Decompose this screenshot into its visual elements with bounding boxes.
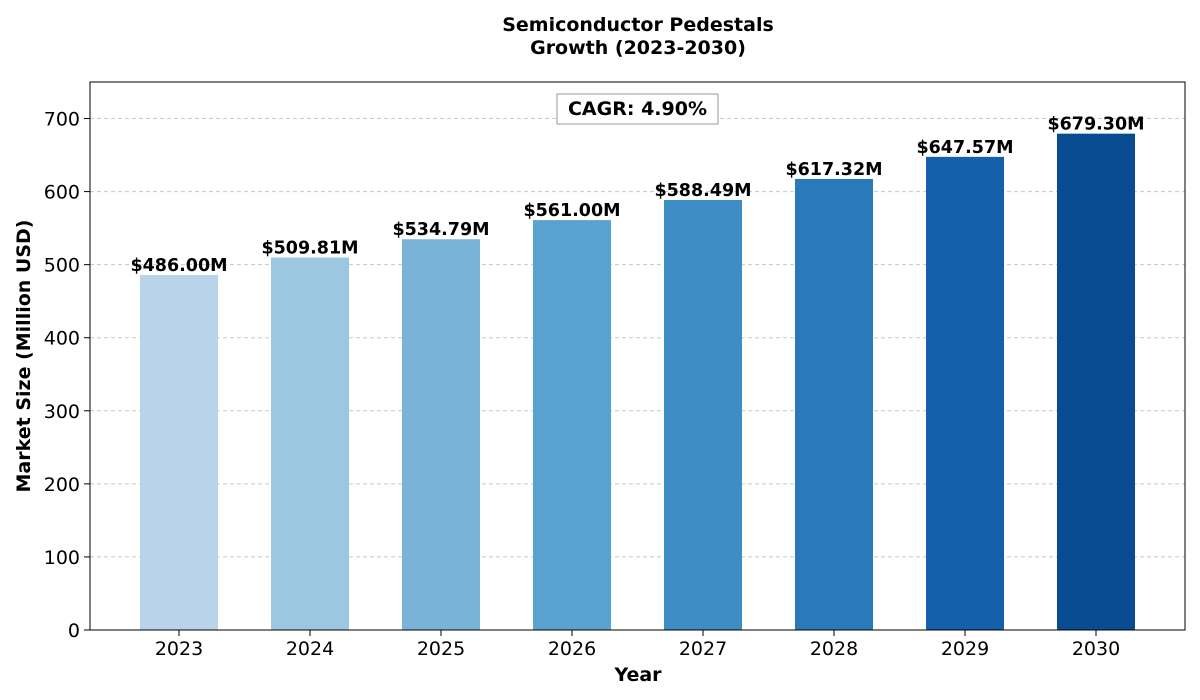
chart-title-line-2: Growth (2023-2030) bbox=[530, 37, 746, 59]
cagr-box bbox=[556, 93, 719, 125]
gridlines bbox=[90, 118, 1185, 558]
bar-2030 bbox=[1057, 133, 1135, 630]
x-axis-label: Year bbox=[613, 664, 662, 686]
x-tick-label: 2029 bbox=[941, 638, 989, 660]
plot-frame bbox=[89, 81, 1186, 631]
bar-value-label: $647.57M bbox=[916, 138, 1013, 158]
y-axis-label: Market Size (Million USD) bbox=[13, 220, 35, 493]
y-axis: 0 100 200 300 400 500 600 700 bbox=[44, 109, 90, 642]
x-tick-label: 2024 bbox=[286, 638, 334, 660]
bar-value-label: $588.49M bbox=[654, 181, 751, 201]
y-tick-label: 500 bbox=[44, 255, 80, 277]
bar-2026 bbox=[533, 220, 611, 630]
bar-2023 bbox=[140, 274, 218, 630]
x-tick-label: 2025 bbox=[417, 638, 465, 660]
cagr-annotation: CAGR: 4.90% bbox=[556, 93, 719, 125]
y-tick-label: 200 bbox=[44, 474, 80, 496]
y-tick-label: 300 bbox=[44, 401, 80, 423]
y-tick-label: 700 bbox=[44, 109, 80, 131]
bars bbox=[140, 133, 1135, 631]
x-tick-label: 2026 bbox=[548, 638, 596, 660]
chart-title-line-1: Semiconductor Pedestals bbox=[502, 14, 774, 36]
bar-value-label: $509.81M bbox=[261, 238, 358, 258]
y-tick-label: 100 bbox=[44, 547, 80, 569]
x-tick-label: 2028 bbox=[810, 638, 858, 660]
x-tick-label: 2030 bbox=[1072, 638, 1120, 660]
bar-value-label: $486.00M bbox=[130, 256, 227, 276]
x-tick-label: 2027 bbox=[679, 638, 727, 660]
bar-value-label: $617.32M bbox=[785, 160, 882, 180]
bar-2024 bbox=[271, 257, 349, 630]
y-tick-label: 0 bbox=[68, 620, 80, 642]
y-tick-label: 400 bbox=[44, 328, 80, 350]
x-tick-label: 2023 bbox=[155, 638, 203, 660]
bar-value-label: $679.30M bbox=[1047, 115, 1144, 135]
bar-value-label: $561.00M bbox=[523, 201, 620, 221]
bar-2029 bbox=[926, 156, 1004, 630]
bar-value-label: $534.79M bbox=[392, 220, 489, 240]
cagr-text: CAGR: 4.90% bbox=[568, 98, 707, 120]
bar-2025 bbox=[402, 239, 480, 631]
bar-2028 bbox=[795, 178, 873, 630]
x-axis: 2023 2024 2025 2026 2027 2028 2029 2030 bbox=[155, 630, 1120, 660]
bar-2027 bbox=[664, 200, 742, 630]
bar-value-labels: $486.00M $509.81M $534.79M $561.00M $588.49M… bbox=[130, 115, 1144, 276]
y-tick-label: 600 bbox=[44, 182, 80, 204]
